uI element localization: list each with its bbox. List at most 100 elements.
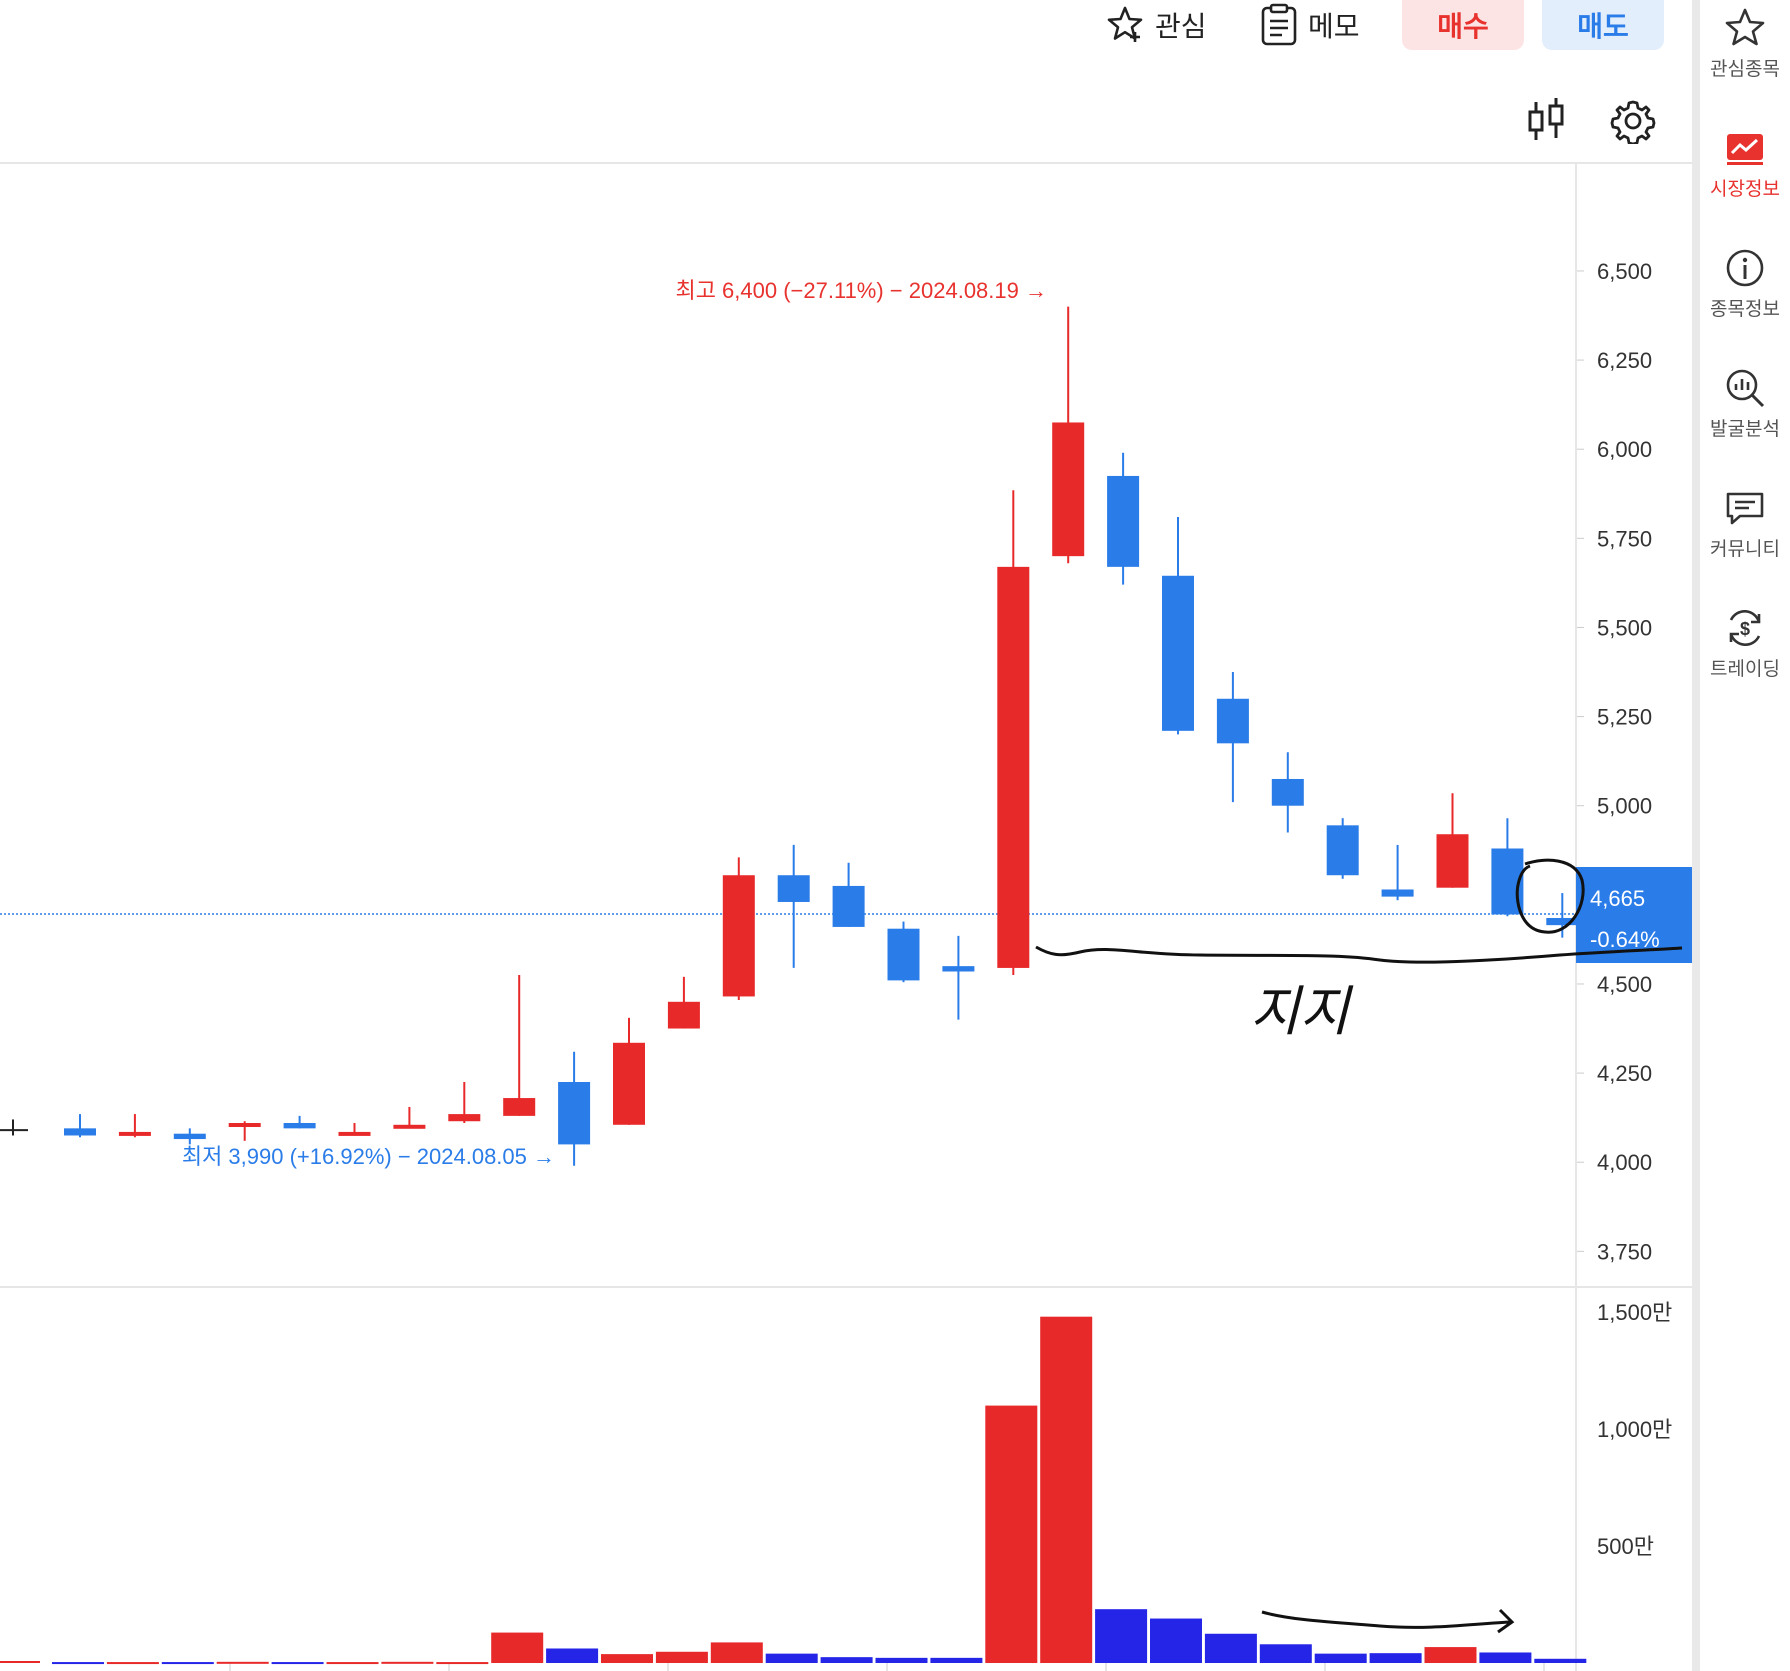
candle-body	[1162, 575, 1194, 731]
candle-body	[1052, 422, 1085, 557]
sidebar-item-label: 커뮤니티	[1710, 539, 1780, 560]
volume-bar	[1479, 1652, 1532, 1663]
dollar-cycle-icon: $	[1729, 610, 1761, 646]
sidebar-item-trading[interactable]: $ 트레이딩	[1700, 606, 1790, 681]
price-tick-label: 4,500	[1597, 972, 1652, 997]
info-icon	[1726, 249, 1764, 287]
price-tick-label: 5,000	[1597, 794, 1652, 819]
candlestick-type-icon[interactable]	[1524, 96, 1568, 146]
volume-bar	[1534, 1658, 1587, 1663]
candle-body	[1326, 825, 1359, 876]
candle-body	[558, 1082, 591, 1145]
price-tick-label: 3,750	[1597, 1239, 1652, 1264]
candle-body	[118, 1131, 151, 1136]
volume-bars	[0, 1316, 1587, 1665]
volume-bar	[216, 1661, 269, 1664]
volume-tick-label: 1,500만	[1597, 1300, 1672, 1325]
candle-body	[228, 1123, 261, 1128]
sidebar-item-label: 시장정보	[1710, 179, 1780, 200]
sidebar-item-market-info[interactable]: 시장정보	[1700, 126, 1790, 201]
volume-bar	[765, 1653, 818, 1663]
candle-body	[393, 1124, 426, 1129]
candles	[0, 306, 1579, 1166]
volume-bar	[875, 1657, 928, 1663]
price-axis: 6,500 6,250 6,000 5,750 5,500 5,250 5,000 4,500…	[1597, 259, 1652, 1264]
current-price-badge	[1576, 867, 1692, 963]
buy-button[interactable]: 매수	[1402, 0, 1524, 50]
volume-bar	[601, 1654, 653, 1663]
volume-bar	[1204, 1633, 1257, 1663]
high-annotation: 최고 6,400 (−27.11%) − 2024.08.19 →	[675, 278, 1047, 303]
price-tick-label: 5,250	[1597, 705, 1652, 730]
volume-tick-label: 500만	[1597, 1534, 1654, 1559]
sidebar-item-discovery[interactable]: 발굴분석	[1700, 366, 1790, 441]
clipboard-icon	[1261, 3, 1297, 46]
sidebar-item-label: 발굴분석	[1710, 419, 1780, 440]
volume-bar	[1095, 1609, 1148, 1663]
candle-body	[722, 875, 755, 997]
handwritten-circle	[1515, 858, 1585, 934]
volume-bar	[161, 1662, 214, 1665]
volume-bar	[271, 1662, 324, 1665]
price-tick-label: 4,000	[1597, 1150, 1652, 1175]
watch-button[interactable]: 관심	[1105, 0, 1207, 50]
candle-body	[997, 566, 1030, 968]
volume-bar	[546, 1648, 599, 1663]
candle-body	[1546, 918, 1579, 926]
buy-label: 매수	[1437, 11, 1489, 42]
sidebar-item-watchlist[interactable]: 관심종목	[1700, 6, 1790, 81]
candle-body	[173, 1133, 206, 1140]
handwritten-note: 지지	[1250, 980, 1354, 1043]
memo-label: 메모	[1308, 11, 1360, 42]
volume-bar	[491, 1632, 544, 1663]
volume-tick-label: 1,000만	[1597, 1417, 1672, 1442]
chat-icon	[1726, 492, 1764, 525]
price-chart[interactable]: 6,500 6,250 6,000 5,750 5,500 5,250 5,000 4,500…	[0, 164, 1692, 1671]
current-change-label: -0.64%	[1590, 927, 1660, 952]
candle-body	[887, 928, 920, 981]
volume-bar-partial	[0, 1661, 40, 1663]
candle-body	[1107, 475, 1140, 567]
settings-gear-icon[interactable]	[1610, 98, 1656, 144]
sidebar-item-label: 관심종목	[1710, 59, 1780, 80]
sell-label: 매도	[1577, 11, 1629, 42]
price-tick-label: 6,250	[1597, 348, 1652, 373]
candle-body	[1216, 698, 1249, 744]
sidebar-edge	[1692, 0, 1700, 1671]
volume-bar	[1150, 1618, 1202, 1663]
watch-label: 관심	[1155, 11, 1207, 42]
candle-body	[283, 1123, 316, 1129]
volume-bar	[985, 1405, 1038, 1663]
candle-body	[1381, 889, 1414, 897]
volume-bar	[930, 1657, 983, 1663]
memo-button[interactable]: 메모	[1260, 0, 1360, 50]
chart-grid	[229, 270, 1584, 1671]
candle-body	[503, 1098, 536, 1116]
volume-bar	[436, 1662, 489, 1665]
chart-toolbar: 관심 메모 매수 매도	[0, 0, 1692, 162]
handwritten-volume-arrow	[1261, 1608, 1515, 1634]
volume-bar	[106, 1662, 159, 1665]
volume-bar	[655, 1651, 708, 1663]
candle-body	[64, 1128, 96, 1136]
handwritten-support-line	[1035, 945, 1683, 964]
star-icon	[1725, 8, 1765, 46]
candle-body	[832, 885, 865, 927]
sidebar-item-community[interactable]: 커뮤니티	[1700, 486, 1790, 561]
volume-axis: 1,500만 1,000만 500만	[1597, 1300, 1672, 1559]
candle-body	[777, 875, 810, 902]
candle-body	[613, 1042, 645, 1125]
sell-button[interactable]: 매도	[1542, 0, 1664, 50]
volume-bar	[820, 1657, 873, 1663]
sidebar-item-label: 종목정보	[1710, 299, 1780, 320]
candle-body	[667, 1001, 700, 1029]
low-annotation: 최저 3,990 (+16.92%) − 2024.08.05 →	[182, 1144, 555, 1169]
volume-bar	[52, 1662, 104, 1665]
current-price-label: 4,665	[1590, 886, 1645, 911]
price-tick-label: 5,750	[1597, 526, 1652, 551]
sidebar-item-stock-info[interactable]: 종목정보	[1700, 246, 1790, 321]
candle-body	[448, 1114, 481, 1122]
candle-body	[1271, 778, 1304, 806]
toolbar-divider	[0, 162, 1692, 164]
volume-bar	[381, 1661, 434, 1664]
